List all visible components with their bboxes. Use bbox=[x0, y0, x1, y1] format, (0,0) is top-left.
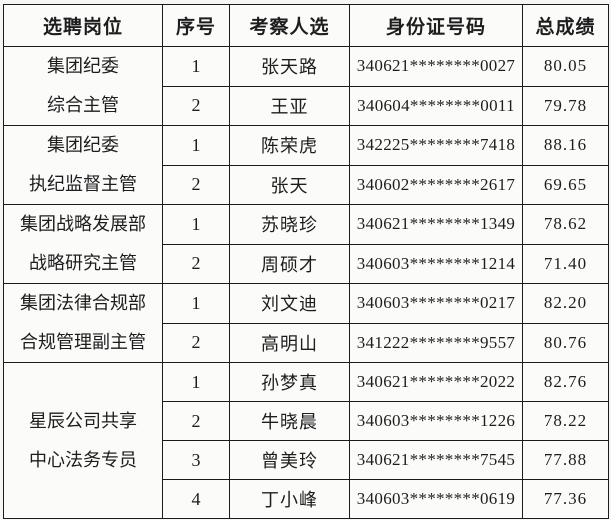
position-line: 集团战略发展部 bbox=[20, 214, 146, 234]
column-header-serial: 序号 bbox=[162, 4, 230, 47]
total-score-cell: 69.65 bbox=[522, 164, 609, 205]
id-number-cell: 340621********0027 bbox=[349, 46, 523, 87]
column-header-id-number: 身份证号码 bbox=[349, 4, 523, 47]
candidate-name-cell: 周硕才 bbox=[229, 243, 350, 284]
table-row: 2 王亚 340604********0011 79.78 bbox=[4, 85, 609, 126]
column-header-position: 选聘岗位 bbox=[3, 4, 163, 47]
position-cell: 集团战略发展部 战略研究主管 bbox=[3, 204, 163, 284]
candidate-name-cell: 孙梦真 bbox=[229, 362, 350, 402]
table-row: 集团战略发展部 战略研究主管 1 苏晓珍 340621********1349 78.62 bbox=[3, 204, 609, 284]
position-line: 星辰公司共享 bbox=[29, 410, 137, 431]
position-cell: 集团法律合规部 合规管理副主管 bbox=[3, 283, 163, 363]
table-header: 选聘岗位 序号 考察人选 身份证号码 总成绩 bbox=[3, 4, 609, 47]
id-number-cell: 340602********2617 bbox=[349, 164, 523, 205]
serial-number-cell: 3 bbox=[162, 440, 230, 480]
serial-number-cell: 4 bbox=[162, 479, 230, 519]
total-score-cell: 77.36 bbox=[522, 479, 609, 519]
candidate-name-cell: 张天 bbox=[229, 164, 350, 205]
position-line: 中心法务专员 bbox=[29, 449, 137, 470]
serial-number-cell: 2 bbox=[162, 401, 230, 441]
candidate-name-cell: 陈荣虎 bbox=[229, 125, 350, 166]
total-score-cell: 79.78 bbox=[522, 85, 609, 126]
id-number-cell: 340603********0217 bbox=[349, 283, 523, 324]
column-header-candidate: 考察人选 bbox=[229, 4, 350, 47]
serial-number-cell: 1 bbox=[162, 46, 230, 87]
candidate-name-cell: 丁小峰 bbox=[229, 479, 350, 519]
total-score-cell: 78.62 bbox=[522, 204, 609, 245]
serial-number-cell: 2 bbox=[162, 322, 230, 363]
total-score-cell: 88.16 bbox=[522, 125, 609, 166]
id-number-cell: 340603********1226 bbox=[349, 401, 523, 441]
candidate-name-cell: 刘文迪 bbox=[229, 283, 350, 324]
candidate-name-cell: 曾美玲 bbox=[229, 440, 350, 480]
position-line: 集团纪委 bbox=[47, 56, 119, 76]
candidate-name-cell: 张天路 bbox=[229, 46, 350, 87]
table-row: 2 张天 340602********2617 69.65 bbox=[4, 164, 609, 205]
serial-number-cell: 1 bbox=[162, 204, 230, 245]
position-line: 集团纪委 bbox=[47, 135, 119, 155]
total-score-cell: 80.76 bbox=[522, 322, 609, 363]
id-number-cell: 340621********1349 bbox=[349, 204, 523, 245]
serial-number-cell: 2 bbox=[162, 243, 230, 284]
candidate-name-cell: 王亚 bbox=[229, 85, 350, 126]
column-header-total-score: 总成绩 bbox=[522, 4, 609, 47]
position-line: 合规管理副主管 bbox=[20, 332, 146, 352]
table-row: 3 曾美玲 340621********7545 77.88 bbox=[4, 440, 609, 480]
serial-number-cell: 1 bbox=[162, 362, 230, 402]
candidate-name-cell: 高明山 bbox=[229, 322, 350, 363]
position-cell: 星辰公司共享 中心法务专员 bbox=[3, 362, 163, 519]
serial-number-cell: 2 bbox=[162, 85, 230, 126]
serial-number-cell: 2 bbox=[162, 164, 230, 205]
header-row: 选聘岗位 序号 考察人选 身份证号码 总成绩 bbox=[3, 4, 609, 47]
table-row: 2 周硕才 340603********1214 71.40 bbox=[4, 243, 609, 284]
id-number-cell: 341222********9557 bbox=[349, 322, 523, 363]
table-row: 集团纪委 综合主管 1 张天路 340621********0027 80.05 bbox=[3, 46, 609, 126]
table-row: 集团法律合规部 合规管理副主管 1 刘文迪 340603********0217 82.2… bbox=[3, 283, 609, 363]
position-line: 战略研究主管 bbox=[29, 253, 137, 273]
id-number-cell: 340603********1214 bbox=[349, 243, 523, 284]
id-number-cell: 340621********7545 bbox=[349, 440, 523, 480]
position-line: 执纪监督主管 bbox=[29, 174, 137, 194]
id-number-cell: 342225********7418 bbox=[349, 125, 523, 166]
id-number-cell: 340604********0011 bbox=[349, 85, 523, 126]
total-score-cell: 82.76 bbox=[522, 362, 609, 402]
total-score-cell: 80.05 bbox=[522, 46, 609, 87]
candidate-name-cell: 牛晓晨 bbox=[229, 401, 350, 441]
position-line: 集团法律合规部 bbox=[20, 293, 146, 313]
serial-number-cell: 1 bbox=[162, 125, 230, 166]
total-score-cell: 82.20 bbox=[522, 283, 609, 324]
candidate-selection-table: 选聘岗位 序号 考察人选 身份证号码 总成绩 集团纪委 综合主管 1 张天路 340621***… bbox=[3, 4, 609, 519]
total-score-cell: 71.40 bbox=[522, 243, 609, 284]
table-row: 集团纪委 执纪监督主管 1 陈荣虎 342225********7418 88.16 bbox=[3, 125, 609, 205]
position-cell: 集团纪委执纪监督主管 bbox=[3, 125, 163, 205]
total-score-cell: 77.88 bbox=[522, 440, 609, 480]
id-number-cell: 340621********2022 bbox=[349, 362, 523, 402]
serial-number-cell: 1 bbox=[162, 283, 230, 324]
table-row: 2 牛晓晨 340603********1226 78.22 bbox=[4, 401, 609, 441]
table-row: 4 丁小峰 340603********0619 77.36 bbox=[4, 479, 609, 519]
table-body: 集团纪委 综合主管 1 张天路 340621********0027 80.05 2 王亚 34… bbox=[3, 46, 609, 519]
position-cell: 集团纪委 综合主管 bbox=[3, 46, 163, 126]
total-score-cell: 78.22 bbox=[522, 401, 609, 441]
candidate-name-cell: 苏晓珍 bbox=[229, 204, 350, 245]
table-row: 2 高明山 341222********9557 80.76 bbox=[4, 322, 609, 363]
position-line: 综合主管 bbox=[47, 95, 119, 115]
table-row: 星辰公司共享 中心法务专员 1 孙梦真 340621********2022 82.76 bbox=[3, 362, 609, 519]
id-number-cell: 340603********0619 bbox=[349, 479, 523, 519]
